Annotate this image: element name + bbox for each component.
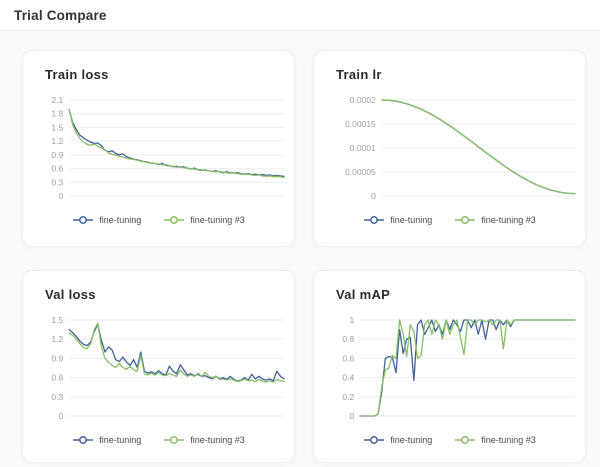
page-title: Trial Compare xyxy=(14,7,107,23)
legend-item-fine-tuning[interactable]: fine-tuning xyxy=(363,435,432,445)
svg-text:0.00005: 0.00005 xyxy=(345,167,376,177)
card-train-lr: Train lr 0 0.00005 0.0001 0.00015 0.0002 fin… xyxy=(313,50,586,247)
svg-text:0: 0 xyxy=(371,191,376,200)
svg-text:0.4: 0.4 xyxy=(342,373,354,383)
legend-label: fine-tuning xyxy=(99,435,142,445)
chart-legend-train-lr: fine-tuning fine-tuning #3 xyxy=(336,215,575,225)
svg-text:1.8: 1.8 xyxy=(51,109,63,119)
legend-marker-icon xyxy=(73,436,94,444)
svg-text:0.2: 0.2 xyxy=(342,392,354,402)
svg-text:0: 0 xyxy=(58,411,63,420)
legend-item-fine-tuning-3[interactable]: fine-tuning #3 xyxy=(454,435,536,445)
chart-legend-val-map: fine-tuning fine-tuning #3 xyxy=(336,435,575,445)
svg-text:1.2: 1.2 xyxy=(51,334,63,344)
svg-text:0.9: 0.9 xyxy=(51,353,63,363)
card-val-loss: Val loss 0 0.3 0.6 0.9 1.2 1.5 fine-tuning fin… xyxy=(22,270,295,463)
chart-title-val-loss: Val loss xyxy=(45,287,96,302)
chart-title-train-lr: Train lr xyxy=(336,67,382,82)
legend-label: fine-tuning #3 xyxy=(481,435,536,445)
svg-text:0.9: 0.9 xyxy=(51,150,63,160)
chart-title-train-loss: Train loss xyxy=(45,67,109,82)
chart-legend-val-loss: fine-tuning fine-tuning #3 xyxy=(45,435,284,445)
legend-marker-icon xyxy=(364,216,385,224)
chart-legend-train-loss: fine-tuning fine-tuning #3 xyxy=(45,215,284,225)
legend-item-fine-tuning[interactable]: fine-tuning xyxy=(72,435,141,445)
chart-title-val-map: Val mAP xyxy=(336,287,391,302)
legend-label: fine-tuning xyxy=(99,215,142,225)
page-header: Trial Compare xyxy=(0,0,600,31)
train-lr-chart[interactable]: 0 0.00005 0.0001 0.00015 0.0002 xyxy=(336,96,577,200)
legend-item-fine-tuning[interactable]: fine-tuning xyxy=(72,215,141,225)
svg-text:1.2: 1.2 xyxy=(51,136,63,146)
svg-text:0.8: 0.8 xyxy=(342,334,354,344)
svg-text:0.6: 0.6 xyxy=(51,373,63,383)
legend-label: fine-tuning #3 xyxy=(190,435,245,445)
legend-marker-icon xyxy=(164,216,185,224)
legend-label: fine-tuning #3 xyxy=(190,215,245,225)
train-loss-chart[interactable]: 0 0.3 0.6 0.9 1.2 1.5 1.8 2.1 xyxy=(45,96,286,200)
legend-item-fine-tuning-3[interactable]: fine-tuning #3 xyxy=(163,215,245,225)
svg-text:0: 0 xyxy=(58,191,63,200)
svg-text:1: 1 xyxy=(349,316,354,325)
legend-marker-icon xyxy=(164,436,185,444)
svg-text:1.5: 1.5 xyxy=(51,122,63,132)
legend-item-fine-tuning[interactable]: fine-tuning xyxy=(363,215,432,225)
svg-text:0.3: 0.3 xyxy=(51,177,63,187)
legend-label: fine-tuning xyxy=(390,435,433,445)
legend-item-fine-tuning-3[interactable]: fine-tuning #3 xyxy=(454,215,536,225)
val-map-chart[interactable]: 0 0.2 0.4 0.6 0.8 1 xyxy=(336,316,577,420)
svg-text:0.6: 0.6 xyxy=(342,353,354,363)
svg-text:0.0001: 0.0001 xyxy=(350,143,376,153)
svg-text:1.5: 1.5 xyxy=(51,316,63,325)
svg-text:0.6: 0.6 xyxy=(51,164,63,174)
legend-label: fine-tuning xyxy=(390,215,433,225)
card-train-loss: Train loss 0 0.3 0.6 0.9 1.2 1.5 1.8 2.1 fine-t… xyxy=(22,50,295,247)
svg-text:0.3: 0.3 xyxy=(51,392,63,402)
card-val-map: Val mAP 0 0.2 0.4 0.6 0.8 1 fine-tuning fine-t… xyxy=(313,270,586,463)
legend-marker-icon xyxy=(455,216,476,224)
legend-marker-icon xyxy=(73,216,94,224)
legend-marker-icon xyxy=(364,436,385,444)
legend-item-fine-tuning-3[interactable]: fine-tuning #3 xyxy=(163,435,245,445)
legend-marker-icon xyxy=(455,436,476,444)
legend-label: fine-tuning #3 xyxy=(481,215,536,225)
trial-compare-grid: Train loss 0 0.3 0.6 0.9 1.2 1.5 1.8 2.1 fine-t… xyxy=(0,31,600,467)
svg-text:0.00015: 0.00015 xyxy=(345,119,376,129)
val-loss-chart[interactable]: 0 0.3 0.6 0.9 1.2 1.5 xyxy=(45,316,286,420)
svg-text:0.0002: 0.0002 xyxy=(350,96,376,105)
svg-text:2.1: 2.1 xyxy=(51,96,63,105)
svg-text:0: 0 xyxy=(349,411,354,420)
